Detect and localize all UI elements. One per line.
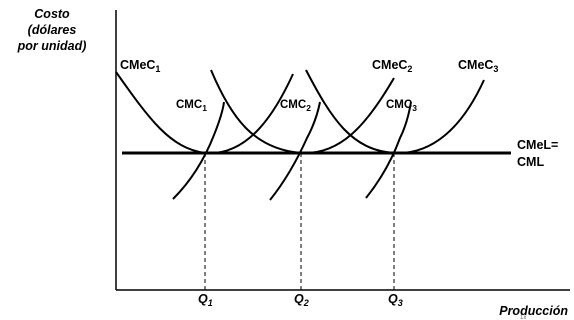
- cmec3-curve: [305, 69, 485, 155]
- cmc2-curve: [269, 101, 321, 201]
- cmec2-curve: [210, 69, 395, 155]
- x-tick-q1: Q1: [198, 292, 213, 308]
- y-axis-label-line3: por unidad): [17, 39, 87, 53]
- y-axis-label-line1: Costo: [34, 7, 70, 21]
- x-axis-label: Producción: [499, 304, 568, 318]
- y-axis-label-line2: (dólares: [28, 23, 77, 37]
- curve-label-cmec1: CMeC1: [120, 58, 160, 74]
- curve-label-cmc1: CMC1: [176, 99, 207, 113]
- x-tick-q2: Q2: [294, 292, 309, 308]
- curve-label-cmec2: CMeC2: [372, 58, 412, 74]
- curve-label-cmc3: CMC3: [386, 99, 417, 113]
- x-tick-q3: Q3: [388, 292, 403, 308]
- curve-label-cmec3: CMeC3: [458, 58, 498, 74]
- cml-label: CML: [517, 155, 544, 169]
- cmc1-curve: [172, 101, 225, 200]
- curve-label-cmc2: CMC2: [280, 99, 311, 113]
- cmel-label: CMeL=: [517, 138, 558, 152]
- footnote: 1x: [520, 315, 526, 320]
- cmc3-curve: [365, 101, 412, 199]
